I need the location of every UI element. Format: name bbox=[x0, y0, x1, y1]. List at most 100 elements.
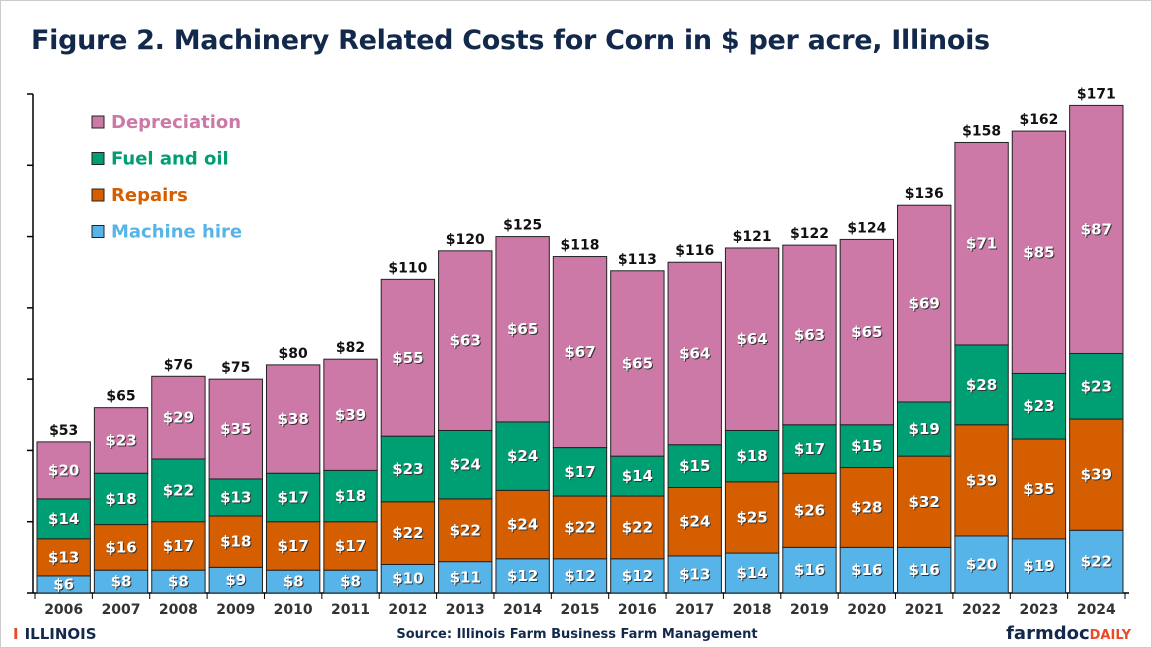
bar-segment-repairs bbox=[323, 521, 378, 571]
data-label: $26 bbox=[794, 501, 825, 519]
bar-segment-fuel-and-oil bbox=[839, 424, 895, 469]
total-label: $53 bbox=[49, 423, 78, 439]
bar-segment-repairs bbox=[552, 495, 608, 560]
data-label: $17 bbox=[564, 463, 595, 481]
data-label: $12 bbox=[507, 567, 538, 585]
data-label: $23 bbox=[392, 460, 423, 478]
bar-segment-repairs bbox=[495, 489, 550, 560]
data-label: $16 bbox=[851, 561, 882, 579]
bar-segment-depreciation bbox=[1069, 104, 1124, 354]
bar-segment-repairs bbox=[265, 521, 321, 571]
chart-title: Figure 2. Machinery Related Costs for Co… bbox=[31, 25, 990, 56]
legend-swatch bbox=[91, 188, 105, 202]
data-label: $14 bbox=[48, 510, 79, 528]
data-label: $23 bbox=[105, 431, 136, 449]
bar-segment-repairs bbox=[36, 538, 91, 577]
data-label: $39 bbox=[335, 406, 366, 424]
data-label: $11 bbox=[450, 568, 481, 586]
data-label: $14 bbox=[736, 564, 767, 582]
x-tick-label: 2023 bbox=[1019, 602, 1058, 618]
legend-swatch bbox=[91, 225, 105, 238]
data-label: $64 bbox=[736, 330, 767, 348]
bar-segment-fuel-and-oil bbox=[954, 344, 1009, 426]
bar-segment-depreciation bbox=[495, 236, 550, 423]
bar-segment-repairs bbox=[897, 455, 952, 548]
bar-segment-fuel-and-oil bbox=[36, 498, 91, 540]
bar-segment-fuel-and-oil bbox=[1011, 372, 1067, 440]
data-label: $23 bbox=[1081, 377, 1112, 395]
total-label: $110 bbox=[388, 260, 427, 276]
bar-segment-depreciation bbox=[667, 261, 722, 446]
bar-segment-machine-hire bbox=[208, 566, 263, 594]
data-label: $18 bbox=[220, 533, 251, 551]
data-label: $13 bbox=[48, 548, 79, 566]
bar-segment-depreciation bbox=[897, 204, 952, 403]
farmdoc-logo-text: farmdoc bbox=[1006, 623, 1090, 644]
data-label: $22 bbox=[392, 524, 423, 542]
data-label: $28 bbox=[966, 376, 997, 394]
bar-segment-repairs bbox=[610, 495, 665, 560]
data-label: $8 bbox=[283, 573, 304, 591]
bar-segment-machine-hire bbox=[1069, 529, 1124, 594]
x-tick-label: 2013 bbox=[446, 602, 485, 618]
data-label: $6 bbox=[53, 575, 74, 593]
data-label: $65 bbox=[851, 323, 882, 341]
bar-segment-machine-hire bbox=[667, 555, 722, 594]
total-label: $162 bbox=[1019, 112, 1058, 128]
bar-segment-repairs bbox=[1069, 418, 1124, 531]
legend-label: Fuel and oil bbox=[111, 149, 229, 170]
data-label: $8 bbox=[168, 573, 189, 591]
bar-segment-machine-hire bbox=[610, 558, 665, 594]
bar-segment-machine-hire bbox=[380, 563, 436, 594]
x-tick-label: 2015 bbox=[561, 602, 600, 618]
data-label: $63 bbox=[450, 332, 481, 350]
data-label: $28 bbox=[851, 498, 882, 516]
data-label: $17 bbox=[335, 537, 366, 555]
data-label: $12 bbox=[622, 567, 653, 585]
data-label: $29 bbox=[163, 409, 194, 427]
bar-segment-depreciation bbox=[610, 270, 665, 457]
bar-segment-depreciation bbox=[438, 250, 493, 431]
bar-segment-repairs bbox=[208, 515, 263, 568]
bar-segment-machine-hire bbox=[552, 558, 608, 594]
bar-segment-depreciation bbox=[265, 364, 321, 474]
x-tick-label: 2022 bbox=[962, 602, 1001, 618]
data-label: $65 bbox=[622, 354, 653, 372]
total-label: $158 bbox=[962, 123, 1001, 139]
data-label: $19 bbox=[1023, 557, 1054, 575]
data-label: $39 bbox=[966, 471, 997, 489]
bar-segment-repairs bbox=[954, 424, 1009, 537]
total-label: $171 bbox=[1077, 86, 1116, 102]
data-label: $13 bbox=[220, 488, 251, 506]
illinois-logo: I ILLINOIS bbox=[13, 625, 97, 643]
data-label: $35 bbox=[220, 420, 251, 438]
data-label: $64 bbox=[679, 344, 710, 362]
data-label: $22 bbox=[564, 518, 595, 536]
total-label: $76 bbox=[164, 357, 193, 373]
data-label: $16 bbox=[909, 561, 940, 579]
data-label: $10 bbox=[392, 570, 423, 588]
total-label: $118 bbox=[561, 238, 600, 254]
x-tick-label: 2014 bbox=[503, 602, 542, 618]
data-label: $69 bbox=[909, 295, 940, 313]
bar-segment-machine-hire bbox=[438, 561, 493, 594]
data-label: $18 bbox=[105, 490, 136, 508]
data-label: $20 bbox=[48, 461, 79, 479]
bar-segment-machine-hire bbox=[897, 546, 952, 594]
bar-segment-repairs bbox=[151, 521, 206, 571]
bar-segment-repairs bbox=[839, 467, 895, 548]
data-label: $71 bbox=[966, 235, 997, 253]
data-label: $65 bbox=[507, 320, 538, 338]
data-label: $9 bbox=[225, 571, 246, 589]
total-label: $80 bbox=[279, 346, 308, 362]
data-label: $16 bbox=[105, 538, 136, 556]
bar-segment-fuel-and-oil bbox=[380, 435, 436, 503]
data-label: $39 bbox=[1081, 466, 1112, 484]
data-label: $15 bbox=[851, 437, 882, 455]
data-label: $22 bbox=[163, 481, 194, 499]
legend-label: Machine hire bbox=[111, 222, 242, 243]
data-label: $32 bbox=[909, 493, 940, 511]
x-tick-label: 2012 bbox=[388, 602, 427, 618]
data-label: $8 bbox=[340, 573, 361, 591]
